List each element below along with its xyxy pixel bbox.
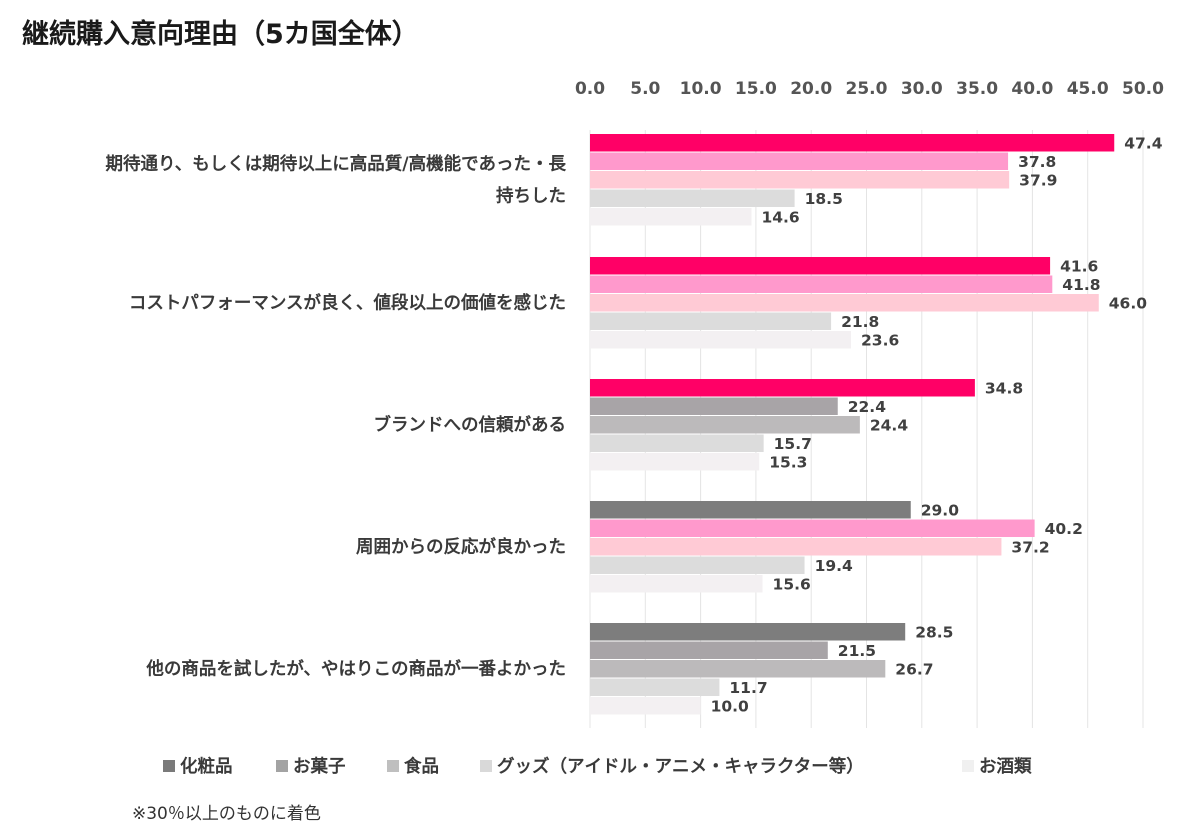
bar	[590, 538, 1002, 556]
category-labels: 期待通り、もしくは期待以上に高品質/高機能であった・長持ちしたコストパフォーマン…	[105, 153, 566, 679]
bar	[590, 575, 763, 593]
data-label: 14.6	[761, 208, 799, 226]
bar	[590, 189, 795, 207]
bar	[590, 623, 906, 641]
footnote: ※30％以上のものに着色	[132, 804, 321, 824]
bar	[590, 416, 860, 434]
bar	[590, 453, 760, 471]
bar	[590, 294, 1099, 312]
value-labels: 47.4 37.837.9 18.5 14.6 41.641.8 46.0 21.823.6…	[711, 134, 1163, 715]
legend-label: 化粧品	[180, 756, 233, 777]
x-tick-label: 25.0	[846, 79, 888, 99]
category-label: 持ちした	[496, 185, 566, 206]
data-label: 23.6	[861, 331, 899, 349]
data-label: 22.4	[848, 398, 886, 416]
data-label: 11.7	[729, 679, 767, 697]
bar	[590, 152, 1009, 170]
data-label: 18.5	[805, 190, 843, 208]
data-label: 28.5	[915, 623, 953, 641]
data-label: 46.0	[1109, 294, 1147, 312]
bar	[590, 312, 832, 330]
x-tick-label: 10.0	[680, 79, 722, 99]
bar	[590, 501, 911, 519]
data-label: 15.6	[773, 575, 811, 593]
bar	[590, 397, 838, 415]
bar	[590, 171, 1010, 189]
tick-labels: 0.0 5.0 10.0 15.0 20.0 25.0 30.0 35.0 40.0 45.0 50…	[575, 79, 1164, 99]
legend-label: お酒類	[979, 756, 1032, 777]
legend-label: グッズ（アイドル・アニメ・キャラクター等）	[497, 756, 864, 777]
bar	[590, 519, 1035, 537]
data-label: 15.3	[769, 453, 807, 471]
x-tick-label: 35.0	[956, 79, 998, 99]
legend-swatch	[387, 760, 399, 772]
data-label: 21.8	[841, 313, 879, 331]
data-label: 10.0	[711, 697, 749, 715]
category-label: 期待通り、もしくは期待以上に高品質/高機能であった・長	[105, 153, 566, 174]
data-label: 19.4	[815, 557, 853, 575]
category-label: コストパフォーマンスが良く、値段以上の価値を感じた	[129, 292, 566, 313]
category-label: 周囲からの反応が良かった	[356, 536, 566, 557]
bar	[590, 434, 764, 452]
bars	[590, 134, 1115, 715]
legend-label: お菓子	[293, 757, 346, 777]
x-tick-label: 30.0	[901, 79, 943, 99]
x-tick-label: 0.0	[575, 79, 605, 99]
x-tick-label: 15.0	[735, 79, 777, 99]
data-label: 29.0	[921, 501, 959, 519]
legend: 化粧品 お菓子 食品 グッズ（アイドル・アニメ・キャラクター等） お酒類	[163, 756, 1032, 777]
x-tick-label: 40.0	[1011, 79, 1053, 99]
x-tick-label: 45.0	[1067, 79, 1109, 99]
legend-label: 食品	[404, 756, 439, 777]
data-label: 21.5	[838, 642, 876, 660]
bar	[590, 660, 886, 678]
data-label: 40.2	[1045, 520, 1083, 538]
bar	[590, 331, 852, 349]
data-label: 26.7	[895, 660, 933, 678]
data-label: 34.8	[985, 379, 1023, 397]
data-label: 37.9	[1019, 171, 1057, 189]
data-label: 37.2	[1011, 538, 1049, 556]
legend-swatch	[480, 760, 492, 772]
bar	[590, 697, 701, 715]
bar	[590, 556, 805, 574]
bar	[590, 208, 752, 226]
bar	[590, 275, 1053, 293]
bar	[590, 379, 975, 397]
category-label: 他の商品を試したが、やはりこの商品が一番よかった	[145, 658, 566, 679]
data-label: 47.4	[1124, 134, 1162, 152]
x-tick-label: 50.0	[1122, 79, 1164, 99]
x-tick-label: 20.0	[790, 79, 832, 99]
x-tick-label: 5.0	[630, 79, 660, 99]
data-label: 41.6	[1060, 257, 1098, 275]
bar	[590, 257, 1051, 275]
bar	[590, 678, 720, 696]
bar	[590, 134, 1115, 152]
chart-title: 継続購入意向理由（5カ国全体）	[22, 19, 419, 50]
data-label: 24.4	[870, 416, 908, 434]
legend-swatch	[276, 760, 288, 772]
legend-swatch	[163, 760, 175, 772]
bar	[590, 641, 828, 659]
legend-swatch	[962, 760, 974, 772]
data-label: 37.8	[1018, 153, 1056, 171]
category-label: ブランドへの信頼がある	[374, 414, 567, 435]
data-label: 41.8	[1062, 276, 1100, 294]
data-label: 15.7	[774, 435, 812, 453]
